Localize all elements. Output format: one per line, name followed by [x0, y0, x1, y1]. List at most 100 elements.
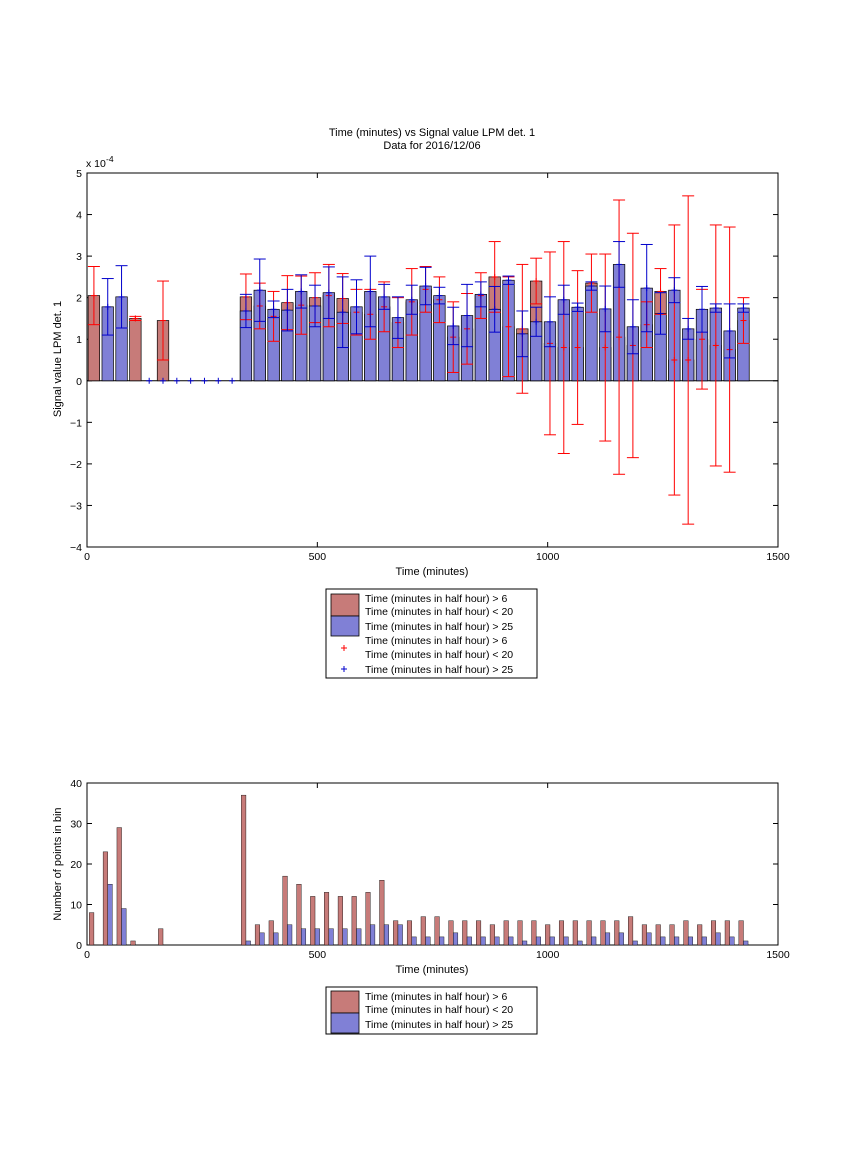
errorbar-blue: [571, 302, 584, 312]
count-bar-red: [351, 896, 357, 946]
signal-ytick-label: −3: [70, 500, 82, 512]
count-bar-blue: [577, 940, 583, 946]
errorbar-red: [571, 270, 584, 425]
count-bar-blue: [632, 940, 638, 946]
errorbar-blue: [682, 317, 695, 340]
errorbar-blue: [516, 310, 529, 358]
errorbar-red: [682, 195, 695, 525]
count-bar-red: [669, 924, 675, 946]
errorbar-red: [709, 224, 722, 467]
count-bar-red: [572, 920, 578, 946]
errorbar-red: [530, 257, 543, 305]
count-bar-red: [448, 920, 454, 946]
errorbar-red: [157, 280, 170, 361]
signal-xtick-label: 500: [309, 551, 327, 563]
signal-ytick-label: 3: [76, 251, 82, 263]
count-chart-ylabel: Number of points in bin: [52, 807, 64, 920]
count-ytick-label: 40: [70, 778, 82, 790]
count-bar-blue: [508, 936, 514, 946]
count-bar-blue: [549, 936, 555, 946]
count-bar-blue: [743, 940, 749, 946]
count-bar-red: [586, 920, 592, 946]
count-bar-blue: [618, 932, 624, 946]
count-bar-red: [365, 892, 371, 946]
count-bar-blue: [107, 884, 113, 946]
count-bar-red: [614, 920, 620, 946]
errorbar-blue: [336, 276, 349, 349]
count-bar-blue: [646, 932, 652, 946]
count-bar-blue: [383, 924, 389, 946]
legend-swatch-blue-bar: [330, 1012, 360, 1034]
errorbar-blue: [461, 283, 474, 348]
count-plot-area: 0 500 1000 1500 0 10 20 30 40: [70, 778, 790, 961]
count-bar-red: [130, 940, 136, 946]
signal-chart-subtitle: Data for 2016/12/06: [383, 140, 480, 152]
count-bar-blue: [314, 928, 320, 946]
errorbar-blue: [101, 278, 114, 336]
errorbar-blue: [378, 283, 391, 310]
errorbar-blue: [488, 285, 501, 333]
legend-swatch-red-bar: [330, 990, 360, 1014]
errorbar-blue: [447, 306, 460, 346]
errorbar-blue: [695, 285, 708, 333]
errorbar-blue: [599, 285, 612, 333]
signal-axes-frame: [86, 172, 779, 548]
signal-chart: Time (minutes) vs Signal value LPM det. …: [52, 127, 790, 578]
errorbar-blue: [723, 303, 736, 359]
legend-label: Time (minutes in half hour) < 20: [365, 606, 513, 618]
count-bar-blue: [494, 936, 500, 946]
count-bar-blue: [660, 936, 666, 946]
errorbar-red: [668, 224, 681, 496]
count-ytick-label: 0: [76, 940, 82, 952]
signal-chart-ylabel: Signal value LPM det. 1: [52, 301, 64, 417]
errorbar-blue: [419, 266, 432, 306]
count-bar-red: [116, 827, 122, 946]
errorbar-red: [557, 241, 570, 454]
errorbar-blue: [364, 255, 377, 328]
signal-ytick-label: 4: [76, 210, 82, 222]
errorbar-red: [599, 253, 612, 442]
errorbar-blue: [239, 293, 252, 329]
errorbar-blue: [709, 303, 722, 313]
count-bar-red: [268, 920, 274, 946]
count-bar-red: [324, 892, 330, 946]
errorbar-blue: [295, 274, 308, 309]
count-xtick-label: 0: [84, 949, 90, 961]
count-bar-red: [503, 920, 509, 946]
signal-xtick-label: 1000: [536, 551, 560, 563]
errorbar-red: [502, 276, 515, 378]
legend-label: Time (minutes in half hour) > 25: [365, 664, 513, 676]
errorbar-blue: [405, 284, 418, 315]
count-bar-red: [655, 924, 661, 946]
scale-factor-text: x 10: [86, 158, 106, 170]
count-bar-red: [337, 896, 343, 946]
errorbar-blue: [530, 306, 543, 337]
signal-plot-area: 0 500 1000 1500 −4 −3 −2 −1 0 1 2 3 4 5: [70, 168, 790, 563]
errorbar-blue: [391, 296, 404, 339]
count-ytick-label: 30: [70, 819, 82, 831]
errorbar-red: [129, 315, 142, 322]
count-xtick-label: 1500: [766, 949, 790, 961]
errorbar-blue: [281, 288, 294, 332]
legend-label: Time (minutes in half hour) < 20: [365, 1004, 513, 1016]
errorbar-blue: [502, 275, 515, 285]
count-bar-blue: [370, 924, 376, 946]
errorbar-blue: [309, 284, 322, 328]
count-bar-red: [683, 920, 689, 946]
errorbar-blue: [267, 300, 280, 319]
signal-ytick-label: −2: [70, 459, 82, 471]
count-chart: 0 500 1000 1500 0 10 20 30 40 Time (minutes) Num…: [52, 778, 790, 976]
signal-xtick-label: 1500: [766, 551, 790, 563]
legend-label: Time (minutes in half hour) < 20: [365, 649, 513, 661]
signal-chart-xlabel: Time (minutes): [396, 566, 469, 578]
count-bar-blue: [715, 932, 721, 946]
legend-marker-red-plus: [341, 645, 347, 651]
errorbar-blue: [543, 296, 556, 348]
legend-box: [325, 588, 538, 679]
errorbar-blue: [585, 281, 598, 291]
count-bar-red: [531, 920, 537, 946]
legend-label: Time (minutes in half hour) > 6: [365, 593, 507, 605]
legend-label: Time (minutes in half hour) > 6: [365, 991, 507, 1003]
count-bar-red: [420, 916, 426, 946]
count-bar-blue: [591, 936, 597, 946]
